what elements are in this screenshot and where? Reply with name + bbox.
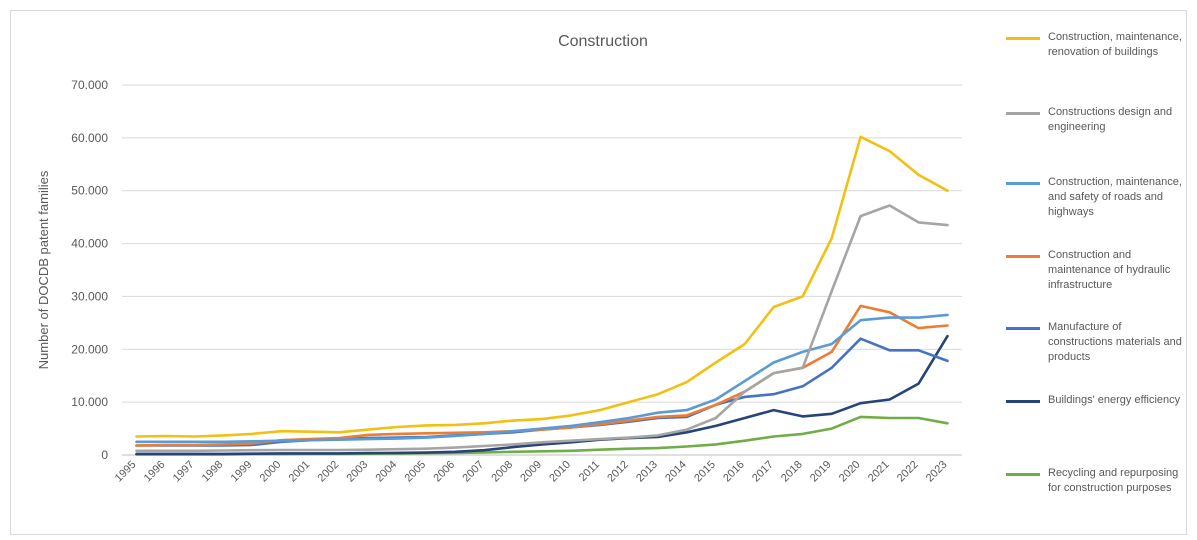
series-lines <box>135 135 949 456</box>
legend-item: Construction, maintenance, and safety of… <box>1006 175 1188 220</box>
x-tick-label: 2001 <box>287 459 313 485</box>
series-line <box>135 204 949 453</box>
legend-label: Recycling and repurposing for constructi… <box>1048 467 1179 494</box>
x-tick-label: 1995 <box>113 459 139 485</box>
legend-swatch <box>1006 327 1040 330</box>
legend-label: Construction, maintenance, and safety of… <box>1048 176 1182 218</box>
y-tick-label: 70.000 <box>71 78 108 92</box>
series-line <box>135 135 949 438</box>
y-tick-label: 20.000 <box>71 342 108 356</box>
x-tick-label: 1998 <box>200 459 226 485</box>
y-tick-label: 60.000 <box>71 131 108 145</box>
legend-item: Buildings' energy efficiency <box>1006 393 1188 408</box>
x-tick-label: 2016 <box>721 459 747 485</box>
y-tick-label: 50.000 <box>71 184 108 198</box>
legend-swatch <box>1006 112 1040 115</box>
x-tick-label: 2000 <box>258 459 284 485</box>
x-tick-label: 2010 <box>547 459 573 485</box>
x-tick-label: 1997 <box>171 459 197 485</box>
legend-item: Construction, maintenance, renovation of… <box>1006 30 1188 60</box>
legend-item: Recycling and repurposing for constructi… <box>1006 466 1188 496</box>
y-tick-label: 30.000 <box>71 289 108 303</box>
legend-item: Construction and maintenance of hydrauli… <box>1006 248 1188 293</box>
legend-label: Manufacture of constructions materials a… <box>1048 321 1182 363</box>
x-tick-label: 1996 <box>142 459 168 485</box>
legend-label: Constructions design and engineering <box>1048 106 1173 133</box>
x-tick-label: 2003 <box>345 459 371 485</box>
x-tick-label: 2009 <box>518 459 544 485</box>
legend-swatch <box>1006 255 1040 258</box>
x-tick-label: 1999 <box>229 459 255 485</box>
legend-swatch <box>1006 473 1040 476</box>
x-tick-label: 2012 <box>605 459 631 485</box>
x-tick-label: 2020 <box>837 459 863 485</box>
legend-label: Construction and maintenance of hydrauli… <box>1048 249 1171 291</box>
y-tick-label: 0 <box>101 448 108 462</box>
x-tick-label: 2022 <box>895 459 921 485</box>
x-tick-label: 2019 <box>808 459 834 485</box>
x-tick-label: 2013 <box>634 459 660 485</box>
legend-swatch <box>1006 400 1040 403</box>
x-tick-label: 2004 <box>373 459 399 485</box>
x-tick-label: 2018 <box>779 459 805 485</box>
legend-swatch <box>1006 37 1040 40</box>
x-tick-label: 2017 <box>750 459 776 485</box>
x-tick-label: 2023 <box>924 459 950 485</box>
chart-frame <box>10 10 1187 535</box>
x-tick-label: 2006 <box>431 459 457 485</box>
legend-label: Buildings' energy efficiency <box>1048 394 1181 406</box>
legend-swatch <box>1006 182 1040 185</box>
legend-label: Construction, maintenance, renovation of… <box>1048 31 1182 58</box>
x-tick-label: 2005 <box>402 459 428 485</box>
x-tick-label: 2015 <box>692 459 718 485</box>
x-tick-label: 2008 <box>489 459 515 485</box>
x-tick-label: 2011 <box>577 459 602 484</box>
x-tick-labels: 1995 1996 1997 1998 1999 2000 2001 2002 2003 2004… <box>113 459 950 485</box>
y-tick-labels: 0 10.000 20.000 30.000 40.000 50.000 60.000 70.… <box>71 78 108 462</box>
x-tick-label: 2007 <box>460 459 486 485</box>
x-tick-label: 2014 <box>663 459 689 485</box>
legend-item: Constructions design and engineering <box>1006 105 1188 135</box>
y-axis-label: Number of DOCDB patent families <box>36 170 51 369</box>
series-line <box>135 313 949 444</box>
x-tick-label: 2021 <box>866 459 892 485</box>
y-tick-label: 40.000 <box>71 237 108 251</box>
gridlines <box>122 84 962 456</box>
series-line <box>135 304 949 447</box>
x-tick-label: 2002 <box>316 459 342 485</box>
chart-title: Construction <box>558 33 648 50</box>
y-tick-label: 10.000 <box>71 395 108 409</box>
legend-item: Manufacture of constructions materials a… <box>1006 320 1188 365</box>
series-line <box>135 334 949 456</box>
